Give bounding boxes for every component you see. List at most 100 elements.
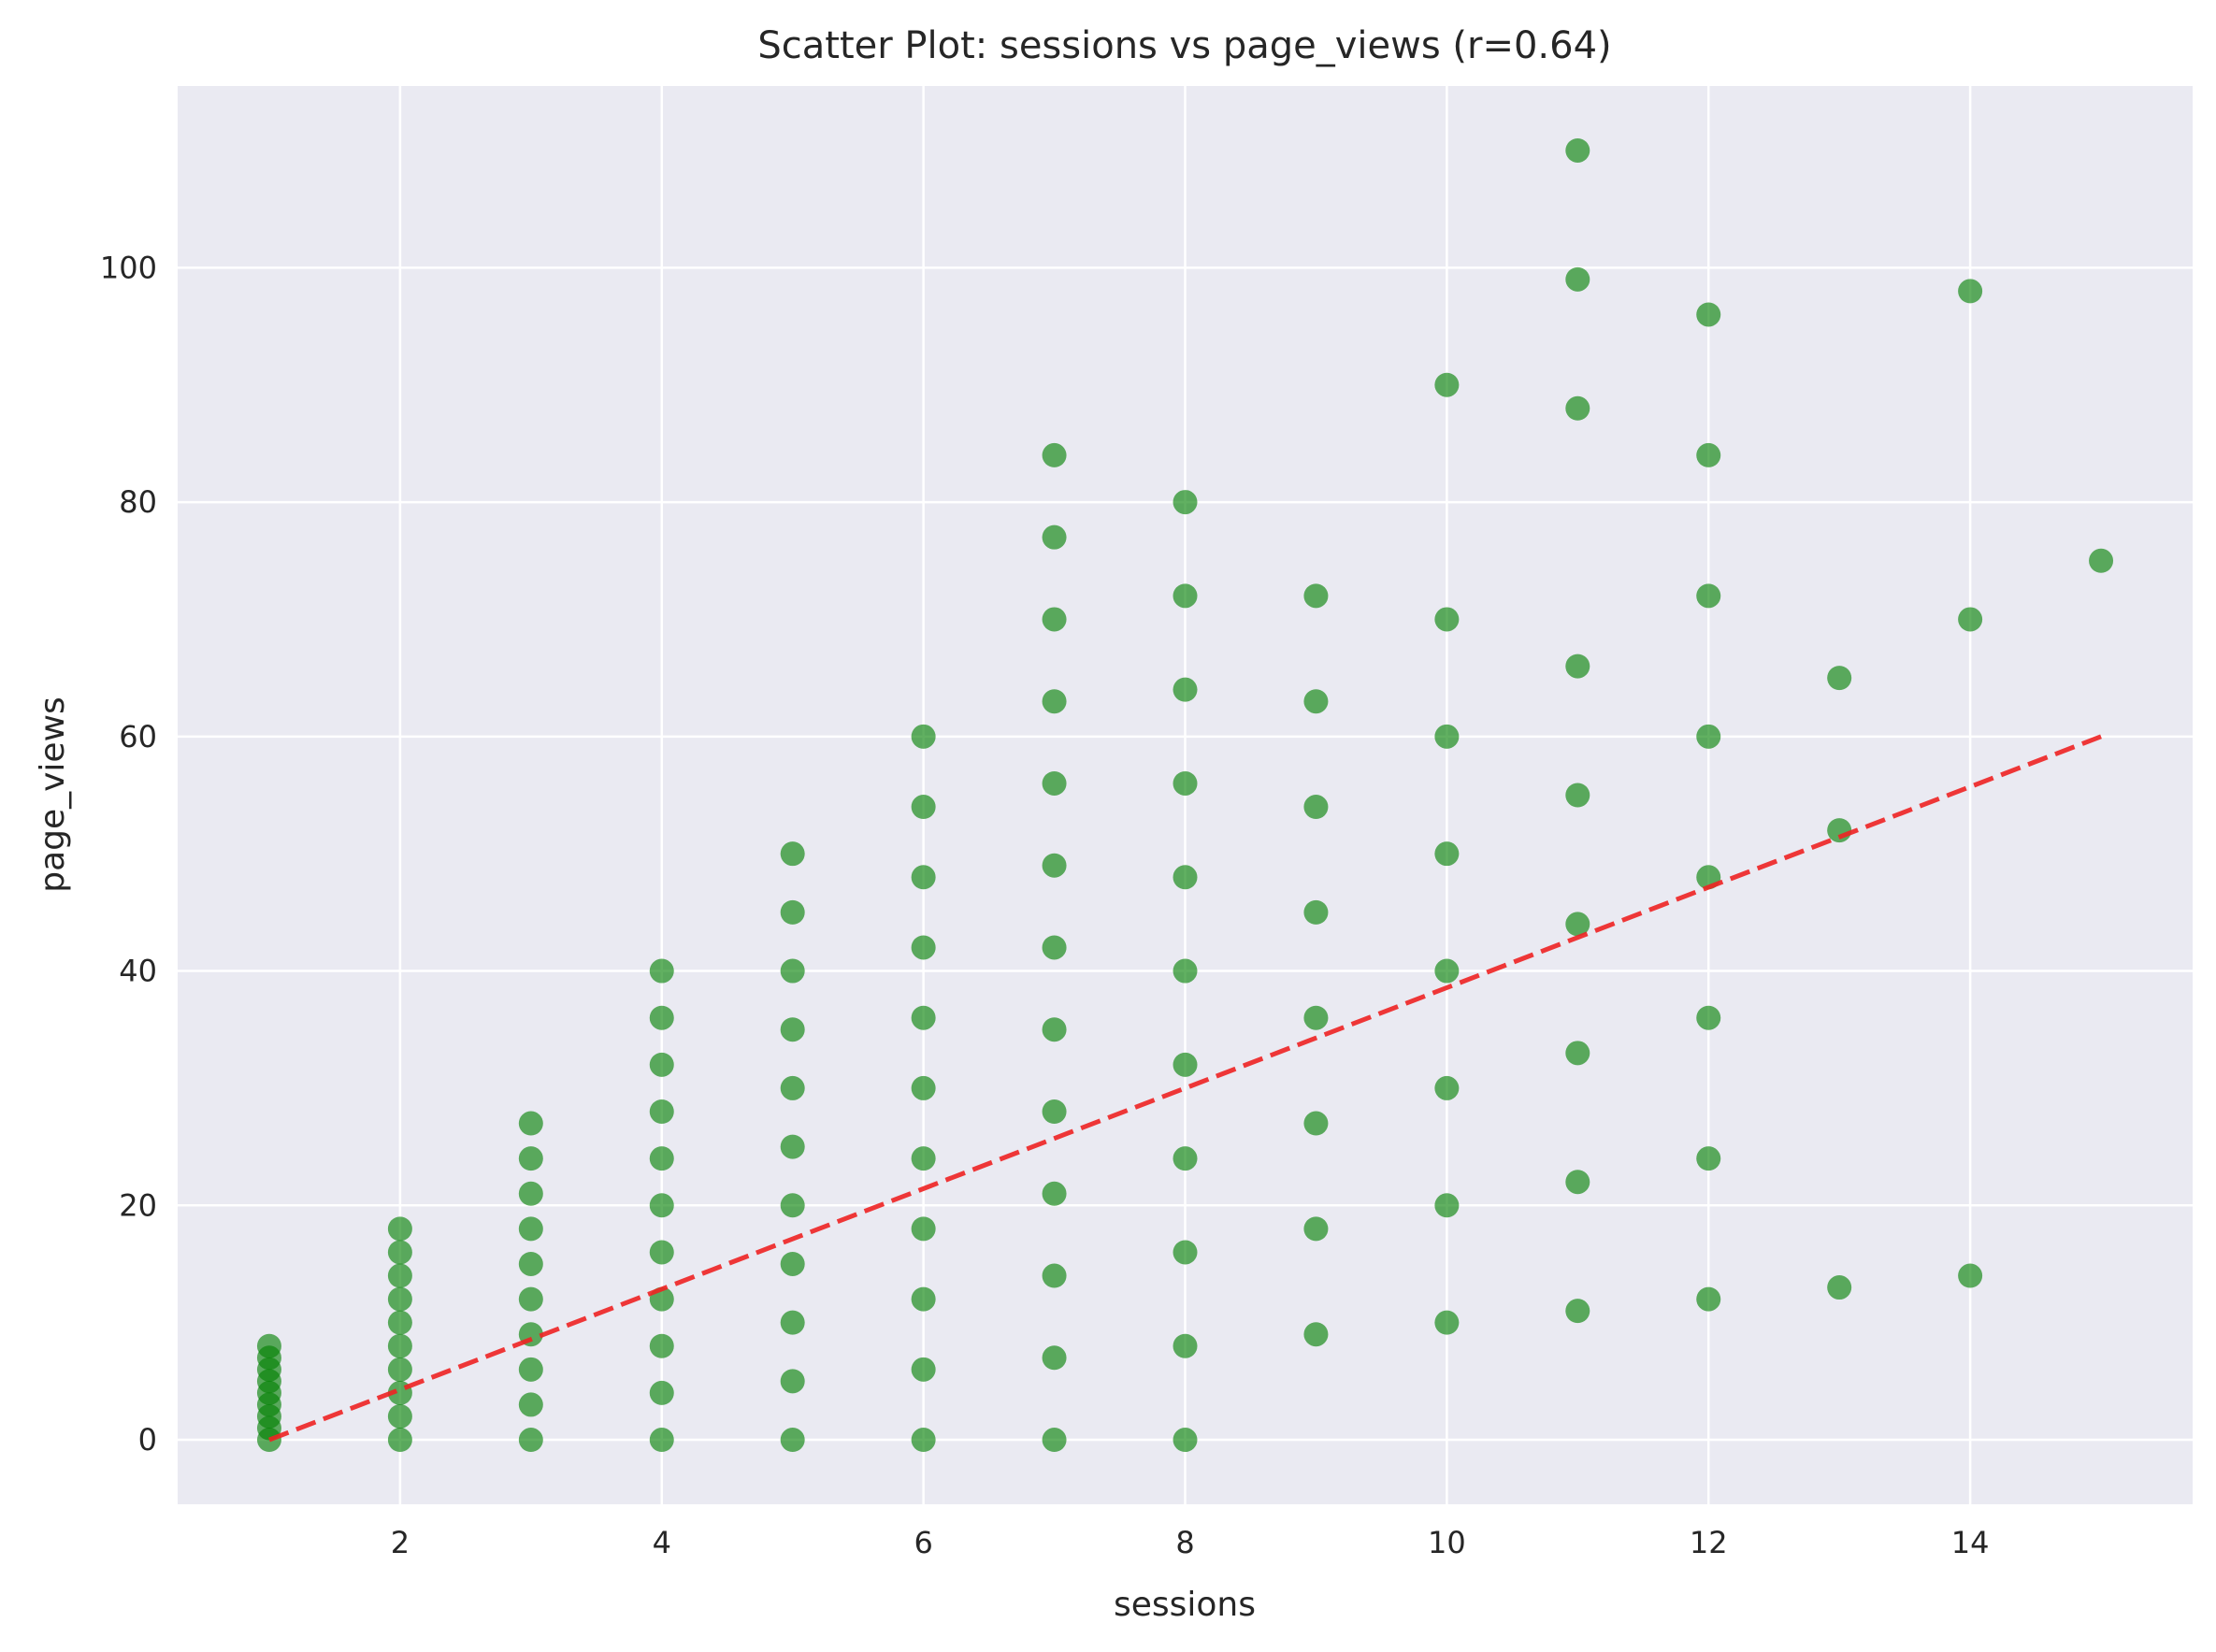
- y-tick-label: 80: [119, 484, 157, 520]
- scatter-point: [911, 1005, 936, 1030]
- x-tick-label: 4: [653, 1525, 671, 1560]
- y-tick-label: 60: [119, 719, 157, 754]
- scatter-point: [780, 1075, 805, 1100]
- scatter-point: [1303, 583, 1329, 609]
- scatter-point: [1042, 1428, 1067, 1453]
- scatter-point: [1434, 607, 1460, 632]
- scatter-point: [780, 841, 805, 867]
- scatter-point: [649, 958, 674, 984]
- scatter-point: [649, 1428, 674, 1453]
- scatter-point: [780, 1428, 805, 1453]
- scatter-point: [387, 1403, 412, 1429]
- scatter-point: [518, 1428, 543, 1453]
- scatter-point: [387, 1333, 412, 1358]
- scatter-point: [1042, 1099, 1067, 1125]
- y-tick-label: 0: [138, 1422, 157, 1458]
- scatter-point: [518, 1357, 543, 1382]
- scatter-point: [1565, 395, 1590, 421]
- scatter-point: [1173, 1052, 1198, 1077]
- scatter-point: [1303, 899, 1329, 925]
- scatter-point: [1958, 607, 1983, 632]
- scatter-point: [1565, 783, 1590, 808]
- scatter-point: [1434, 1193, 1460, 1218]
- scatter-point: [1696, 302, 1721, 327]
- scatter-point: [1434, 372, 1460, 397]
- scatter-point: [1042, 1345, 1067, 1371]
- scatter-point: [1696, 1286, 1721, 1312]
- scatter-point: [518, 1111, 543, 1136]
- scatter-point: [1434, 1310, 1460, 1335]
- scatter-point: [1042, 442, 1067, 467]
- scatter-point: [1696, 1005, 1721, 1030]
- scatter-point: [387, 1286, 412, 1312]
- y-axis-label: page_views: [34, 697, 72, 893]
- scatter-point: [911, 865, 936, 890]
- tick-labels: 2 4 6 8 10 12 14 0 20 40 60 80 100: [100, 250, 1990, 1560]
- scatter-point: [1173, 865, 1198, 890]
- scatter-point: [518, 1181, 543, 1206]
- scatter-point: [780, 1310, 805, 1335]
- scatter-point: [1565, 1170, 1590, 1195]
- scatter-point: [1303, 1005, 1329, 1030]
- scatter-point: [387, 1263, 412, 1288]
- scatter-point: [911, 724, 936, 749]
- scatter-point: [780, 1017, 805, 1042]
- chart-title: Scatter Plot: sessions vs page_views (r=…: [757, 24, 1611, 67]
- x-tick-label: 2: [391, 1525, 410, 1560]
- x-tick-label: 12: [1690, 1525, 1728, 1560]
- scatter-point: [1565, 137, 1590, 163]
- scatter-point: [1565, 1299, 1590, 1324]
- scatter-point: [649, 1193, 674, 1218]
- scatter-point: [387, 1310, 412, 1335]
- scatter-point: [649, 1099, 674, 1125]
- scatter-point: [1565, 912, 1590, 937]
- scatter-point: [1173, 677, 1198, 702]
- trend-line-group: [268, 734, 2102, 1443]
- scatter-point: [387, 1357, 412, 1382]
- scatter-point: [780, 958, 805, 984]
- scatter-point: [780, 899, 805, 925]
- scatter-point: [1042, 607, 1067, 632]
- scatter-point: [1303, 1322, 1329, 1347]
- x-tick-label: 10: [1428, 1525, 1466, 1560]
- scatter-point: [1303, 689, 1329, 714]
- y-tick-label: 100: [100, 250, 157, 285]
- scatter-point: [1173, 583, 1198, 609]
- scatter-point: [1434, 841, 1460, 867]
- scatter-point: [911, 1428, 936, 1453]
- x-axis-label: sessions: [1114, 1586, 1256, 1624]
- scatter-point: [649, 1333, 674, 1358]
- scatter-point: [387, 1240, 412, 1265]
- scatter-point: [1958, 1263, 1983, 1288]
- scatter-point: [911, 1216, 936, 1242]
- scatter-point: [1042, 770, 1067, 796]
- scatter-point: [1173, 958, 1198, 984]
- scatter-point: [1827, 1275, 1852, 1300]
- scatter-point: [1173, 490, 1198, 515]
- scatter-point: [1173, 1428, 1198, 1453]
- scatter-point: [1303, 1216, 1329, 1242]
- scatter-point: [1173, 1146, 1198, 1171]
- scatter-point: [1565, 1041, 1590, 1066]
- y-tick-label: 40: [119, 954, 157, 989]
- scatter-point: [1696, 583, 1721, 609]
- scatter-point: [1434, 1075, 1460, 1100]
- scatter-point: [518, 1216, 543, 1242]
- x-tick-label: 6: [914, 1525, 932, 1560]
- scatter-point: [1434, 958, 1460, 984]
- scatter-point: [911, 1286, 936, 1312]
- scatter-point: [911, 935, 936, 960]
- scatter-point: [780, 1193, 805, 1218]
- scatter-point: [387, 1216, 412, 1242]
- scatter-point: [518, 1392, 543, 1417]
- scatter-point: [1042, 524, 1067, 550]
- scatter-point: [649, 1052, 674, 1077]
- scatter-point: [780, 1251, 805, 1276]
- scatter-point: [1303, 795, 1329, 820]
- scatter-point: [2089, 548, 2114, 573]
- scatter-point: [518, 1146, 543, 1171]
- scatter-point: [518, 1251, 543, 1276]
- scatter-point: [1173, 770, 1198, 796]
- scatter-point: [1958, 279, 1983, 304]
